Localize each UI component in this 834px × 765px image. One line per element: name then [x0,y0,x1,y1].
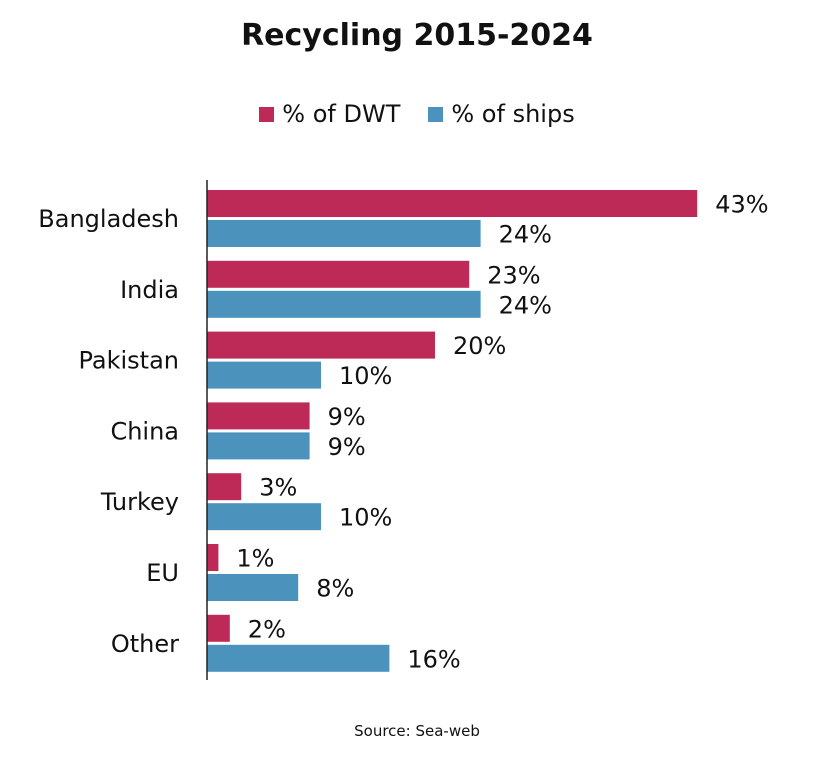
bar-ships-eu [207,574,299,601]
chart-title: Recycling 2015-2024 [241,18,593,53]
bar-dwt-india [207,260,470,288]
bar-dwt-bangladesh [207,190,698,217]
bar-dwt-china [207,402,310,430]
category-label-india: India [120,276,179,304]
bar-ships-turkey [207,503,321,531]
category-label-china: China [110,417,179,445]
value-label-ships-china: 9% [328,433,366,461]
legend-swatch-ships [428,106,444,122]
category-label-eu: EU [146,559,179,587]
bar-dwt-eu [207,544,219,571]
value-label-dwt-bangladesh: 43% [715,191,768,219]
bar-dwt-turkey [207,473,242,501]
bar-ships-pakistan [207,361,321,389]
bar-ships-china [207,432,310,460]
legend-item-dwt: % of DWT [259,100,400,128]
bar-dwt-other [207,614,230,642]
value-label-ships-pakistan: 10% [339,362,392,390]
legend-swatch-dwt [259,106,275,122]
bar-dwt-pakistan [207,331,435,359]
category-label-bangladesh: Bangladesh [38,205,179,233]
chart-source: Source: Sea-web [354,722,480,740]
category-label-turkey: Turkey [100,488,179,516]
bar-ships-india [207,290,481,318]
value-label-ships-eu: 8% [316,575,354,603]
category-label-other: Other [111,630,179,658]
value-label-dwt-turkey: 3% [259,474,297,502]
bar-ships-other [207,644,390,672]
legend-item-ships: % of ships [428,100,575,128]
value-label-ships-bangladesh: 24% [499,221,552,249]
chart-legend: % of DWT % of ships [0,100,834,128]
value-label-dwt-pakistan: 20% [453,332,506,360]
legend-label-ships: % of ships [451,100,575,128]
value-label-dwt-other: 2% [248,615,286,643]
bar-ships-bangladesh [207,220,481,247]
value-label-ships-turkey: 10% [339,504,392,532]
value-label-dwt-china: 9% [328,403,366,431]
value-label-ships-india: 24% [499,291,552,319]
value-label-dwt-india: 23% [487,261,540,289]
category-label-pakistan: Pakistan [79,347,180,375]
legend-label-dwt: % of DWT [282,100,401,128]
value-label-dwt-eu: 1% [236,545,274,573]
value-label-ships-other: 16% [407,645,460,673]
